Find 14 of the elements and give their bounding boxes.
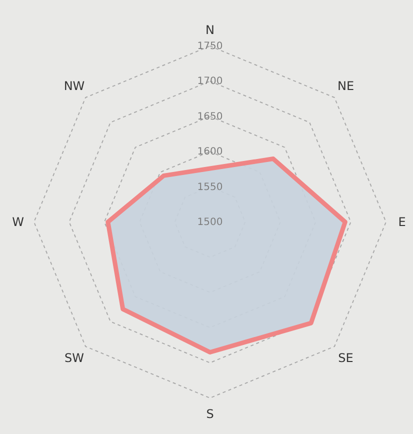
- spoke-label: S: [206, 407, 214, 421]
- y-tick-label: 1600: [197, 146, 223, 158]
- y-tick-label: 1700: [197, 76, 223, 88]
- y-tick-label: 1550: [197, 182, 223, 193]
- spoke-label: N: [206, 23, 214, 37]
- spoke-label: NW: [64, 79, 85, 94]
- spoke-label: W: [12, 215, 24, 229]
- spoke-label: E: [398, 215, 406, 229]
- spoke-label: SE: [338, 350, 354, 365]
- y-tick-label: 1650: [197, 111, 223, 122]
- spoke-label: SW: [64, 350, 84, 365]
- y-tick-label: 1750: [197, 41, 223, 52]
- spoke-label: NE: [337, 79, 354, 94]
- y-tick-label: 1500: [197, 217, 223, 228]
